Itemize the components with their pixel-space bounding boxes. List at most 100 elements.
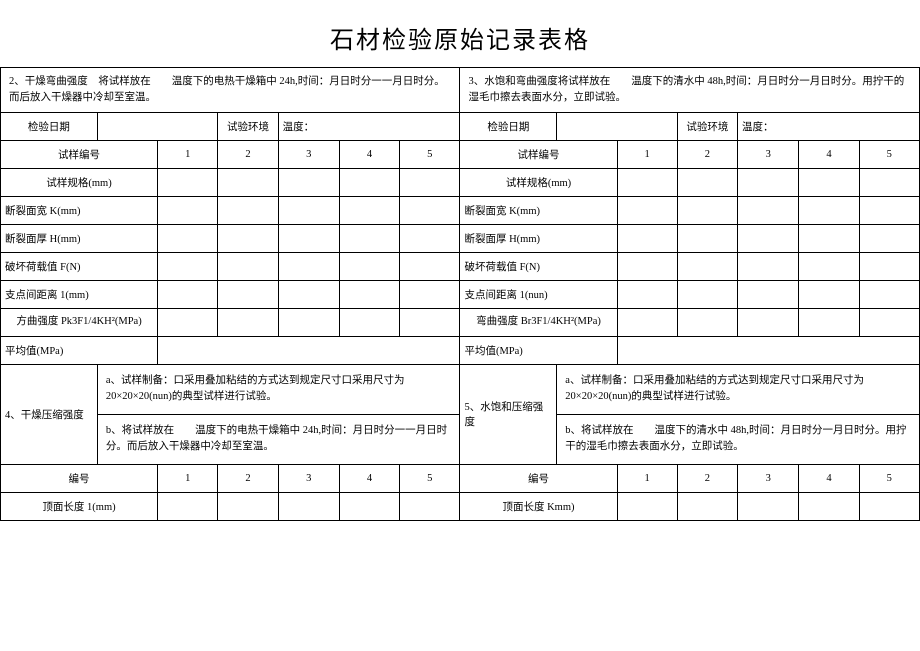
right-col-3: 3: [738, 140, 799, 168]
left-thick-label: 断裂面厚 H(mm): [1, 224, 158, 252]
left-col-3: 3: [278, 140, 339, 168]
table-cell: [339, 280, 399, 308]
left-id-1: 1: [158, 464, 218, 492]
table-cell: [339, 252, 399, 280]
table-cell: [617, 280, 677, 308]
left-col-1: 1: [158, 140, 218, 168]
table-cell: [738, 252, 799, 280]
table-cell: [799, 280, 859, 308]
table-cell: [677, 252, 737, 280]
left-width-label: 断裂面宽 K(mm): [1, 196, 158, 224]
left-span-label: 支点间距离 1(mm): [1, 280, 158, 308]
table-cell: [158, 224, 218, 252]
left-top-len-label: 顶面长度 1(mm): [1, 492, 158, 520]
table-cell: [339, 308, 399, 336]
right-spec-label: 试样规格(mm): [460, 168, 617, 196]
right-avg-label: 平均值(MPa): [460, 336, 617, 364]
table-cell: [278, 252, 339, 280]
right-width-label: 断裂面宽 K(mm): [460, 196, 617, 224]
right-id-2: 2: [677, 464, 737, 492]
table-cell: [158, 280, 218, 308]
left-env-label: 试验环境: [218, 112, 278, 140]
table-cell: [738, 308, 799, 336]
table-cell: [278, 224, 339, 252]
table-cell: [400, 168, 460, 196]
table-cell: [677, 168, 737, 196]
table-cell: [859, 168, 919, 196]
left-strength-label: 方曲强度 Pk3F1/4KH²(MPa): [1, 308, 158, 336]
page-title: 石材检验原始记录表格: [0, 20, 920, 55]
table-cell: [400, 196, 460, 224]
record-table: 2、干燥弯曲强度 将试样放在 温度下的电热干燥箱中 24h,时间：月日时分一一月…: [0, 67, 920, 521]
table-cell: [859, 252, 919, 280]
left-insp-date-value: [97, 112, 218, 140]
table-cell: [738, 224, 799, 252]
table-cell: [859, 492, 919, 520]
left-id-3: 3: [278, 464, 339, 492]
right-id-1: 1: [617, 464, 677, 492]
right-id-5: 5: [859, 464, 919, 492]
table-cell: [278, 492, 339, 520]
right-col-5: 5: [859, 140, 919, 168]
right-id-3: 3: [738, 464, 799, 492]
table-cell: [400, 252, 460, 280]
table-cell: [617, 196, 677, 224]
table-cell: [158, 492, 218, 520]
table-cell: [158, 168, 218, 196]
table-cell: [799, 168, 859, 196]
table-cell: [859, 280, 919, 308]
table-cell: [218, 196, 278, 224]
table-cell: [859, 308, 919, 336]
table-cell: [677, 196, 737, 224]
table-cell: [400, 224, 460, 252]
left-id-4: 4: [339, 464, 399, 492]
left-id-2: 2: [218, 464, 278, 492]
table-cell: [339, 492, 399, 520]
table-cell: [738, 280, 799, 308]
table-cell: [218, 492, 278, 520]
right-temp-label: 温度：: [738, 112, 920, 140]
right-col-2: 2: [677, 140, 737, 168]
table-cell: [278, 308, 339, 336]
right-header-desc: 3、水饱和弯曲强度将试样放在 温度下的清水中 48h,时间：月日时分一月日时分。…: [460, 68, 920, 113]
section5-label: 5、水饱和压缩强度: [460, 364, 557, 464]
right-insp-date-value: [557, 112, 678, 140]
right-id-label: 编号: [460, 464, 617, 492]
table-cell: [799, 252, 859, 280]
table-cell: [218, 308, 278, 336]
left-temp-label: 温度：: [278, 112, 460, 140]
table-cell: [218, 168, 278, 196]
table-cell: [738, 492, 799, 520]
table-cell: [339, 196, 399, 224]
left-avg-value: [158, 336, 460, 364]
table-cell: [677, 308, 737, 336]
section5-b: b、将试样放在 温度下的清水中 48h,时间：月日时分一月日时分。用拧干的湿毛巾…: [557, 414, 920, 464]
table-cell: [799, 308, 859, 336]
table-cell: [218, 280, 278, 308]
table-cell: [738, 168, 799, 196]
table-cell: [677, 280, 737, 308]
right-load-label: 破坏荷载值 F(N): [460, 252, 617, 280]
right-col-4: 4: [799, 140, 859, 168]
table-cell: [339, 168, 399, 196]
table-cell: [799, 224, 859, 252]
right-strength-label: 弯曲强度 Br3F1/4KH²(MPa): [460, 308, 617, 336]
table-cell: [677, 492, 737, 520]
table-cell: [400, 280, 460, 308]
left-col-2: 2: [218, 140, 278, 168]
right-col-1: 1: [617, 140, 677, 168]
table-cell: [278, 168, 339, 196]
section5-a: a、试样制备：口采用叠加粘结的方式达到规定尺寸口采用尺寸为 20×20×20(n…: [557, 364, 920, 414]
left-col-5: 5: [400, 140, 460, 168]
right-avg-value: [617, 336, 919, 364]
section4-b: b、将试样放在 温度下的电热干燥箱中 24h,时间：月日时分一一月日时分。而后放…: [97, 414, 460, 464]
table-cell: [617, 308, 677, 336]
table-cell: [339, 224, 399, 252]
table-cell: [617, 492, 677, 520]
right-insp-date-label: 检验日期: [460, 112, 557, 140]
left-spec-label: 试样规格(mm): [1, 168, 158, 196]
table-cell: [617, 168, 677, 196]
table-cell: [278, 196, 339, 224]
left-id-label: 编号: [1, 464, 158, 492]
table-cell: [158, 196, 218, 224]
